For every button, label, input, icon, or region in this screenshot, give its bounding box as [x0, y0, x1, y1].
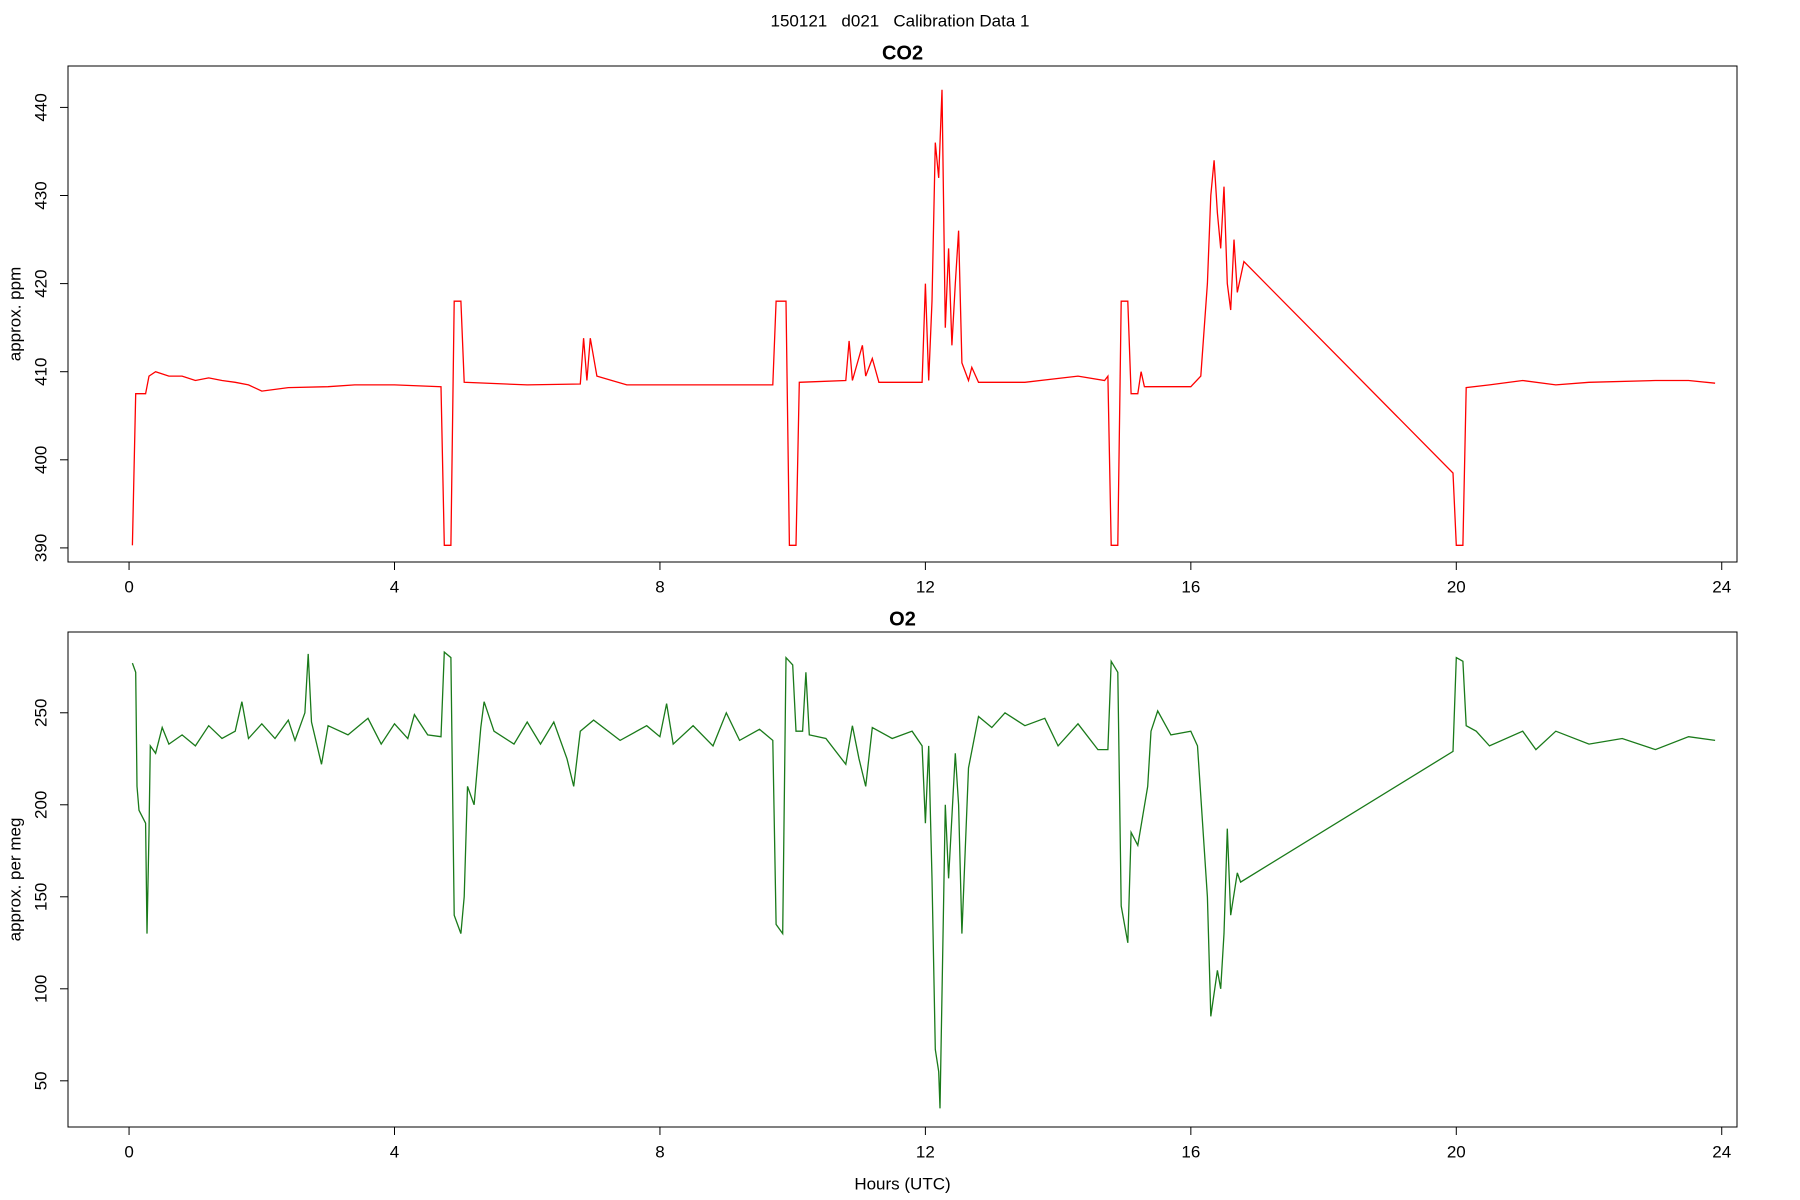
x-tick-label: 0	[124, 577, 133, 596]
plot-frame	[67, 65, 1738, 563]
x-tick-label: 0	[124, 1142, 133, 1161]
x-tick-label: 12	[916, 1142, 935, 1161]
x-tick-label: 4	[390, 1142, 399, 1161]
panel-title: O2	[889, 608, 916, 630]
x-axis-label: Hours (UTC)	[854, 1174, 950, 1193]
x-tick-label: 12	[916, 577, 935, 596]
y-tick-label: 100	[31, 975, 50, 1003]
x-tick-label: 20	[1447, 577, 1466, 596]
plot-frame	[67, 631, 1738, 1128]
y-tick-label: 420	[31, 269, 50, 297]
y-tick-label: 430	[31, 181, 50, 209]
y-tick-label: 150	[31, 883, 50, 911]
y-tick-label: 410	[31, 358, 50, 386]
data-line	[131, 89, 1716, 546]
x-tick-label: 16	[1181, 577, 1200, 596]
y-axis-label: approx. ppm	[5, 267, 24, 362]
x-tick-label: 8	[655, 1142, 664, 1161]
x-tick-label: 24	[1712, 1142, 1731, 1161]
y-axis-label: approx. per meg	[5, 818, 24, 942]
y-tick-label: 400	[31, 446, 50, 474]
y-tick-label: 250	[31, 699, 50, 727]
y-tick-label: 50	[31, 1071, 50, 1090]
y-tick-label: 440	[31, 93, 50, 121]
panel-title: CO2	[882, 42, 923, 64]
x-tick-label: 24	[1712, 577, 1731, 596]
x-tick-label: 20	[1447, 1142, 1466, 1161]
figure-title: 150121 d021 Calibration Data 1	[771, 11, 1030, 30]
data-line	[131, 650, 1716, 1109]
x-tick-label: 16	[1181, 1142, 1200, 1161]
y-tick-label: 390	[31, 534, 50, 562]
x-tick-label: 8	[655, 577, 664, 596]
x-tick-label: 4	[390, 577, 399, 596]
y-tick-label: 200	[31, 791, 50, 819]
